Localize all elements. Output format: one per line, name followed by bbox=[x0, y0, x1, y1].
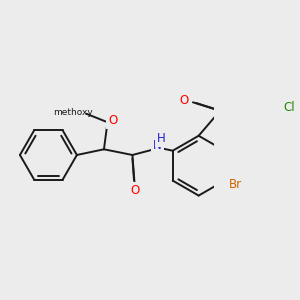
Text: N: N bbox=[153, 139, 162, 152]
Text: Br: Br bbox=[230, 178, 242, 191]
Text: methoxy: methoxy bbox=[53, 108, 93, 117]
Text: Br: Br bbox=[230, 178, 242, 191]
Text: O: O bbox=[109, 114, 118, 127]
Text: O: O bbox=[109, 114, 118, 127]
Text: Cl: Cl bbox=[283, 101, 295, 114]
Text: N: N bbox=[153, 139, 162, 152]
Text: H: H bbox=[157, 132, 166, 145]
Text: O: O bbox=[131, 184, 140, 197]
Text: H: H bbox=[158, 134, 165, 144]
Text: Cl: Cl bbox=[283, 101, 295, 114]
Text: O: O bbox=[131, 184, 140, 197]
Text: O: O bbox=[180, 94, 189, 107]
Text: O: O bbox=[180, 94, 189, 107]
